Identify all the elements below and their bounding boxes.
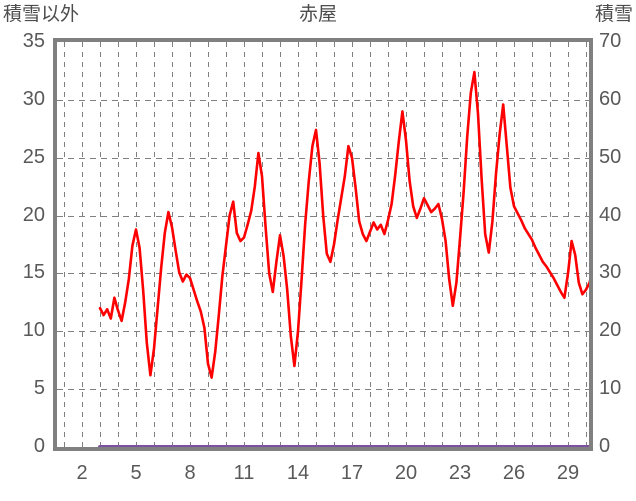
y-axis-right-tick: 50 bbox=[599, 145, 622, 168]
y-axis-left-tick: 0 bbox=[33, 435, 45, 457]
y-axis-left-tick: 10 bbox=[22, 319, 45, 342]
x-axis-tick: 17 bbox=[340, 462, 364, 484]
x-axis-tick: 14 bbox=[286, 462, 310, 484]
y-axis-left-tick: 5 bbox=[33, 377, 45, 400]
y-axis-right-tick: 60 bbox=[599, 87, 622, 110]
x-axis-tick: 2 bbox=[76, 462, 88, 484]
x-axis-tick: 11 bbox=[233, 462, 255, 484]
chart-title: 赤屋 bbox=[298, 4, 337, 25]
x-axis-tick: 29 bbox=[556, 462, 580, 484]
y-axis-left-tick: 20 bbox=[22, 203, 45, 226]
y-axis-right-tick: 70 bbox=[599, 30, 622, 52]
y-axis-left-tick: 25 bbox=[22, 145, 45, 168]
y-axis-left-tick: 15 bbox=[22, 261, 45, 284]
y-axis-right-tick: 0 bbox=[599, 435, 611, 457]
x-axis-tick: 8 bbox=[184, 462, 196, 484]
series-line-0 bbox=[98, 70, 589, 379]
left-axis-title: 積雪以外 bbox=[3, 4, 80, 25]
y-axis-right-tick: 30 bbox=[599, 261, 622, 284]
y-axis-right-tick: 10 bbox=[599, 377, 622, 400]
x-axis-tick: 5 bbox=[130, 462, 142, 484]
x-axis-tick: 23 bbox=[448, 462, 472, 484]
x-axis-tick: 20 bbox=[394, 462, 418, 484]
right-axis-title: 積雪 bbox=[594, 4, 633, 25]
y-axis-left-tick: 35 bbox=[22, 30, 45, 52]
series-layer bbox=[98, 70, 589, 447]
y-axis-right-tick: 20 bbox=[599, 319, 622, 342]
gridlines bbox=[57, 42, 589, 447]
x-axis-tick: 26 bbox=[502, 462, 526, 484]
y-axis-right-tick: 40 bbox=[599, 203, 622, 226]
y-axis-left-tick: 30 bbox=[22, 87, 45, 110]
